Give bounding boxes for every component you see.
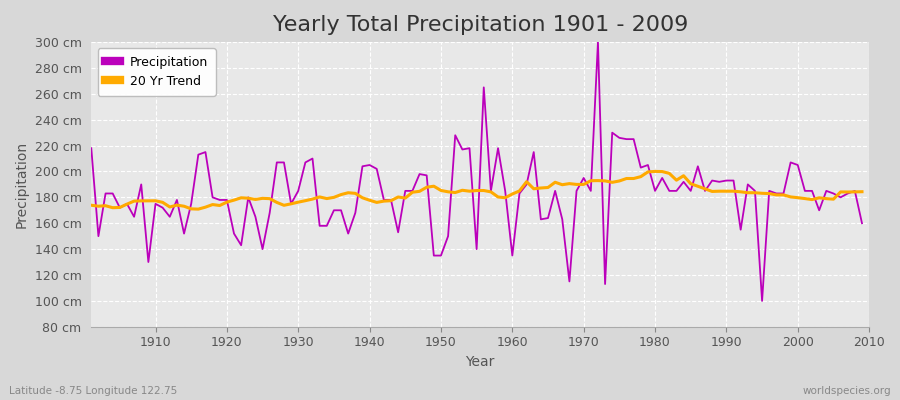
Precipitation — [599, 282, 610, 286]
Precipitation — [857, 221, 868, 226]
Precipitation — [300, 160, 310, 165]
20 Yr Trend — [193, 207, 203, 212]
Title: Yearly Total Precipitation 1901 - 2009: Yearly Total Precipitation 1901 - 2009 — [273, 15, 688, 35]
20 Yr Trend — [514, 188, 525, 193]
20 Yr Trend — [857, 189, 868, 194]
Legend: Precipitation, 20 Yr Trend: Precipitation, 20 Yr Trend — [97, 48, 216, 96]
Precipitation — [143, 260, 154, 264]
20 Yr Trend — [650, 169, 661, 174]
20 Yr Trend — [86, 203, 96, 208]
Precipitation — [757, 298, 768, 303]
Y-axis label: Precipitation: Precipitation — [15, 141, 29, 228]
20 Yr Trend — [307, 197, 318, 202]
Precipitation — [592, 40, 603, 44]
Precipitation — [86, 146, 96, 150]
Line: 20 Yr Trend: 20 Yr Trend — [91, 172, 862, 209]
X-axis label: Year: Year — [465, 355, 495, 369]
Line: Precipitation: Precipitation — [91, 42, 862, 301]
20 Yr Trend — [599, 178, 610, 183]
Precipitation — [500, 188, 510, 193]
Text: Latitude -8.75 Longitude 122.75: Latitude -8.75 Longitude 122.75 — [9, 386, 177, 396]
Precipitation — [343, 231, 354, 236]
Text: worldspecies.org: worldspecies.org — [803, 386, 891, 396]
Precipitation — [507, 253, 517, 258]
20 Yr Trend — [350, 191, 361, 196]
20 Yr Trend — [507, 192, 517, 196]
20 Yr Trend — [143, 198, 154, 203]
